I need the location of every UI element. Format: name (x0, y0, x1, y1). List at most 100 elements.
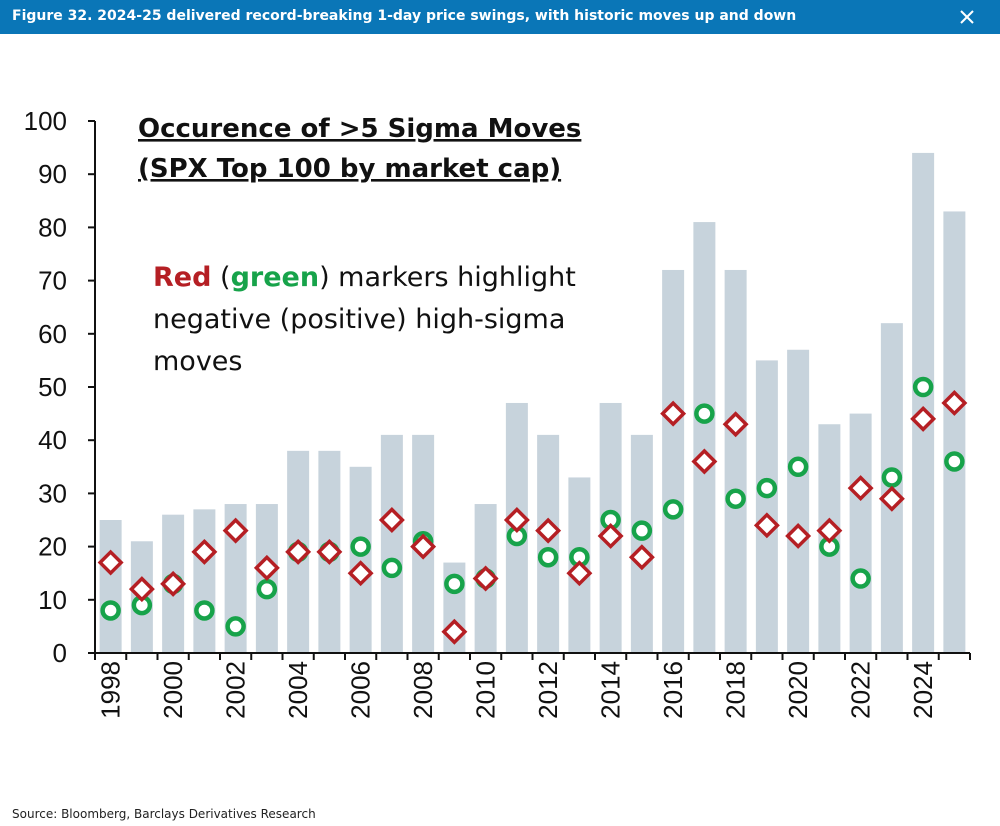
chart-title-line1: Occurence of >5 Sigma Moves (138, 114, 581, 144)
positive-marker-2019 (756, 477, 778, 499)
positive-marker-2003 (256, 578, 278, 600)
x-tick-label: 2012 (533, 661, 563, 719)
positive-marker-2007 (381, 557, 403, 579)
negative-marker-1999 (128, 576, 155, 603)
negative-marker-2007 (378, 507, 405, 533)
x-tick-label: 2022 (846, 661, 876, 719)
source-note: Source: Bloomberg, Barclays Derivatives … (12, 807, 316, 821)
negative-marker-2004 (285, 538, 312, 565)
bar-2007 (380, 434, 403, 653)
negative-marker-2014 (597, 522, 624, 549)
figure-header: Figure 32. 2024-25 delivered record-brea… (0, 0, 1000, 34)
negative-marker-2023 (878, 485, 905, 512)
x-tick-label: 2008 (408, 661, 438, 719)
negative-marker-2024 (910, 405, 937, 432)
annotation-line1: Red (green) markers highlight (153, 262, 576, 293)
annotation-open-paren: ( (211, 262, 230, 293)
negative-marker-2022 (847, 475, 874, 502)
negative-marker-2020 (785, 522, 812, 549)
negative-marker-2006 (347, 560, 374, 587)
positive-marker-2017 (694, 403, 715, 424)
chart-axes: 0 10 20 30 40 50 60 70 80 90 100 1998 2000 2002 2004 20… (24, 106, 971, 719)
negative-marker-2019 (753, 512, 780, 539)
close-icon[interactable] (956, 6, 978, 28)
x-tick-label: 2010 (471, 661, 501, 719)
bar-2020 (787, 349, 810, 653)
negative-marker-2013 (566, 560, 593, 587)
marker-series (97, 376, 968, 645)
negative-marker-2011 (503, 507, 530, 533)
y-tick-label: 80 (38, 212, 67, 242)
sigma-moves-chart: 0 10 20 30 40 50 60 70 80 90 100 1998 2000 2002 2004 20… (24, 106, 971, 719)
bar-2001 (193, 509, 216, 653)
x-tick-label: 1998 (96, 661, 126, 719)
bar-2017 (693, 222, 716, 653)
x-tick-label: 2016 (658, 661, 688, 719)
x-tick-label: 2020 (783, 661, 813, 719)
negative-marker-2012 (535, 517, 562, 544)
y-tick-label: 30 (38, 478, 67, 508)
x-tick-label: 2004 (283, 661, 313, 719)
bar-1998 (99, 520, 122, 653)
annotation-line3: moves (153, 346, 242, 377)
positive-marker-2024 (912, 376, 934, 398)
negative-marker-2003 (253, 554, 280, 581)
chart-title-line2: (SPX Top 100 by market cap) (138, 154, 561, 184)
positive-marker-2020 (787, 456, 809, 478)
annotation-green-word: green (231, 262, 320, 293)
y-tick-label: 40 (38, 425, 67, 455)
x-tick-label: 2006 (346, 661, 376, 719)
negative-marker-2000 (160, 570, 187, 597)
figure-title: Figure 32. 2024-25 delivered record-brea… (12, 8, 797, 24)
negative-marker-2005 (316, 538, 343, 565)
negative-marker-2021 (816, 517, 843, 544)
bar-2016 (662, 269, 685, 653)
positive-marker-2025 (944, 451, 965, 472)
positive-marker-2012 (537, 546, 559, 568)
y-tick-label: 70 (38, 266, 67, 296)
y-tick-label: 60 (38, 319, 67, 349)
positive-marker-2009 (444, 573, 465, 595)
negative-marker-2001 (191, 538, 218, 565)
negative-marker-2015 (628, 544, 655, 571)
x-tick-label: 2018 (721, 661, 751, 719)
negative-marker-2009 (441, 618, 468, 645)
annotation-red-word: Red (153, 262, 211, 293)
bar-2019 (755, 360, 778, 653)
positive-marker-2018 (725, 488, 746, 509)
bar-2022 (849, 413, 872, 653)
negative-marker-2025 (941, 389, 968, 416)
x-tick-label: 2000 (158, 661, 188, 719)
annotation-line2: negative (positive) high-sigma (153, 304, 565, 335)
bar-2002 (224, 504, 247, 653)
negative-marker-2002 (222, 517, 249, 544)
negative-marker-2008 (410, 533, 437, 560)
y-tick-label: 20 (38, 532, 67, 562)
bar-2025 (943, 211, 966, 653)
positive-marker-2016 (662, 499, 684, 520)
x-tick-label: 2002 (221, 661, 251, 719)
annotation-rest: ) markers highlight (319, 262, 576, 293)
positive-marker-2015 (631, 520, 653, 541)
negative-marker-2016 (660, 400, 687, 427)
x-tick-label: 2014 (596, 661, 626, 719)
positive-marker-2006 (350, 536, 371, 557)
bar-2015 (630, 434, 653, 653)
negative-marker-2018 (722, 411, 749, 438)
bar-series (99, 152, 966, 654)
bar-2006 (349, 466, 372, 653)
x-tick-label: 2024 (908, 661, 938, 719)
negative-marker-2010 (472, 565, 499, 592)
y-tick-label: 90 (38, 159, 67, 189)
bar-2024 (912, 152, 935, 654)
y-tick-label: 50 (38, 372, 67, 402)
positive-marker-2023 (881, 467, 903, 488)
y-tick-label: 10 (38, 585, 67, 615)
y-tick-label: 0 (53, 638, 67, 668)
positive-marker-2002 (225, 616, 246, 637)
negative-marker-1998 (97, 549, 124, 576)
bar-2012 (537, 434, 560, 653)
positive-marker-2022 (850, 568, 871, 589)
positive-marker-2001 (194, 600, 215, 621)
y-tick-label: 100 (24, 106, 67, 136)
